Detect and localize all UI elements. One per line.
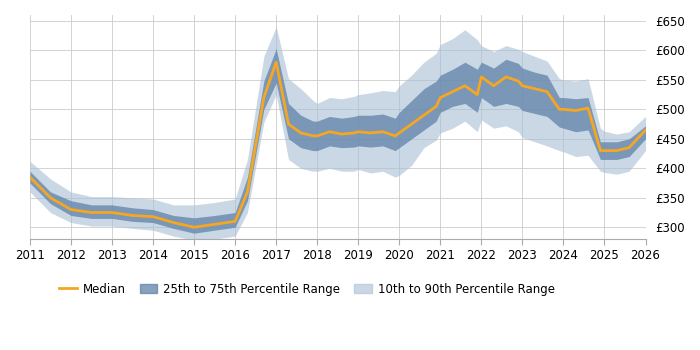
- Legend: Median, 25th to 75th Percentile Range, 10th to 90th Percentile Range: Median, 25th to 75th Percentile Range, 1…: [54, 278, 560, 300]
